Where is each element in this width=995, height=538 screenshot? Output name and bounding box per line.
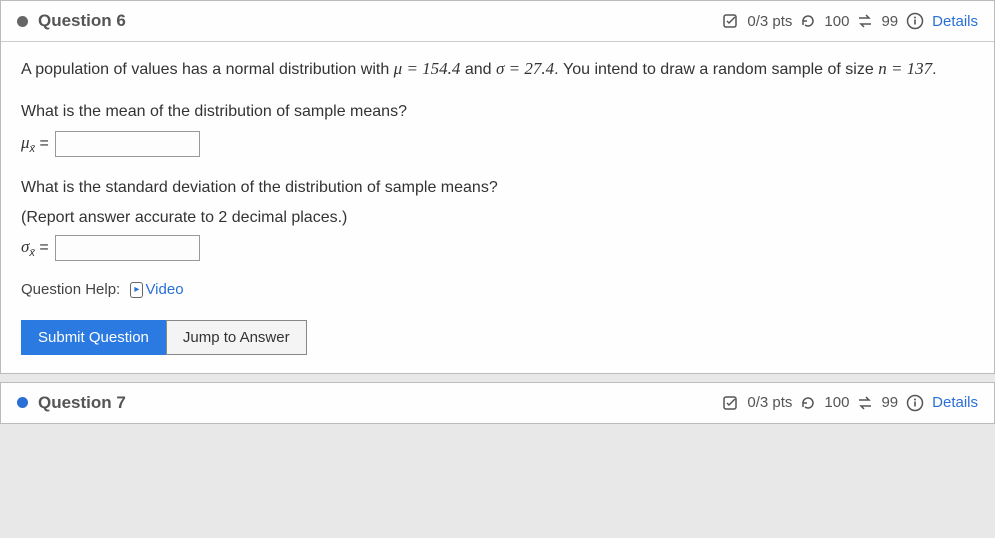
video-link[interactable]: ▸Video [130,281,183,298]
details-link[interactable]: Details [932,13,978,30]
help-label: Question Help: [21,281,120,298]
q1-prompt: What is the mean of the distribution of … [21,100,974,124]
stddev-input[interactable] [55,235,200,261]
retry-icon [800,13,816,29]
points-text: 0/3 pts [747,394,792,411]
q2-note: (Report answer accurate to 2 decimal pla… [21,206,974,230]
question-7-header: Question 7 0/3 pts 100 99 Details [1,383,994,423]
mean-input[interactable] [55,131,200,157]
question-title: Question 7 [38,393,126,413]
retry-icon [800,395,816,411]
q1-answer-row: μx̄ = [21,130,974,158]
retry-count: 100 [824,13,849,30]
retry-count: 100 [824,394,849,411]
question-7-block: Question 7 0/3 pts 100 99 Details [0,382,995,424]
q2-answer-row: σx̄ = [21,234,974,262]
question-6-body: A population of values has a normal dist… [1,42,994,373]
question-6-block: Question 6 0/3 pts 100 99 Details A popu… [0,0,995,374]
question-intro: A population of values has a normal dist… [21,56,974,82]
sigma-xbar-symbol: σx̄ = [21,234,49,262]
status-bullet [17,397,28,408]
button-row: Submit Question Jump to Answer [21,320,974,355]
swap-icon [857,395,873,411]
info-icon[interactable] [906,394,924,412]
points-text: 0/3 pts [747,13,792,30]
question-title: Question 6 [38,11,126,31]
checkbox-icon [723,395,739,411]
info-icon[interactable] [906,12,924,30]
checkbox-icon [723,13,739,29]
status-bullet [17,16,28,27]
help-row: Question Help: ▸Video [21,279,974,302]
swap-icon [857,13,873,29]
question-meta: 0/3 pts 100 99 Details [723,12,978,30]
q2-prompt: What is the standard deviation of the di… [21,176,974,200]
play-icon: ▸ [130,282,143,298]
submit-button[interactable]: Submit Question [21,320,166,355]
details-link[interactable]: Details [932,394,978,411]
jump-button[interactable]: Jump to Answer [166,320,307,355]
attempts-left: 99 [881,13,898,30]
mu-xbar-symbol: μx̄ = [21,130,49,158]
question-6-header: Question 6 0/3 pts 100 99 Details [1,1,994,42]
question-meta: 0/3 pts 100 99 Details [723,394,978,412]
attempts-left: 99 [881,394,898,411]
